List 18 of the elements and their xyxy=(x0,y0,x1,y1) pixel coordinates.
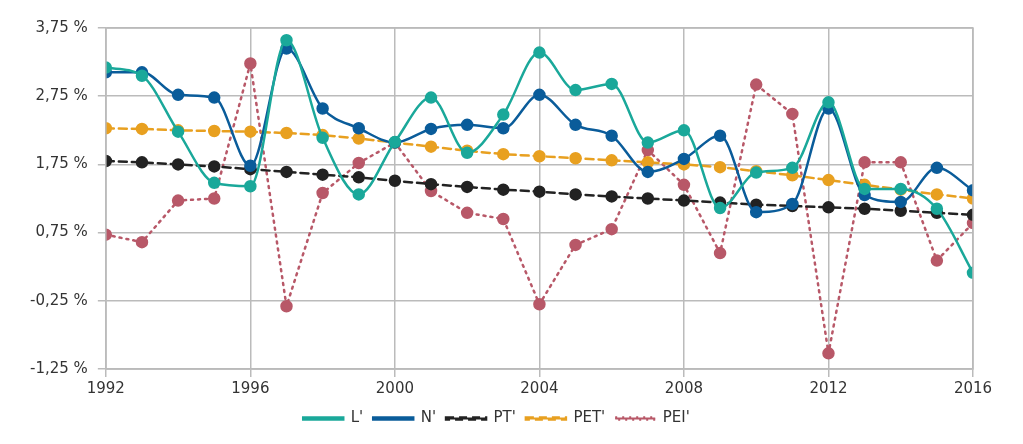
y-tick-label: -0,25 % xyxy=(29,290,88,309)
y-tick-label: 2,75 % xyxy=(35,86,88,105)
x-tick-label: 2016 xyxy=(953,378,993,397)
x-tick-label: 1996 xyxy=(231,378,270,397)
legend-label: PEI' xyxy=(662,408,690,427)
y-tick-label: -1,25 % xyxy=(29,358,88,377)
legend-label: PET' xyxy=(573,408,606,427)
x-tick-label: 1992 xyxy=(86,378,125,397)
legend-label: N' xyxy=(420,408,437,427)
x-tick-label: 2004 xyxy=(520,378,559,397)
y-tick-label: 1,75 % xyxy=(35,154,88,173)
x-tick-label: 2000 xyxy=(375,378,414,397)
y-tick-label: 3,75 % xyxy=(35,17,88,36)
y-tick-label: 0,75 % xyxy=(35,222,88,241)
x-tick-label: 2008 xyxy=(664,378,704,397)
legend-label: PT' xyxy=(493,408,516,427)
legend-label: L' xyxy=(350,408,364,427)
x-tick-label: 2012 xyxy=(809,378,848,397)
